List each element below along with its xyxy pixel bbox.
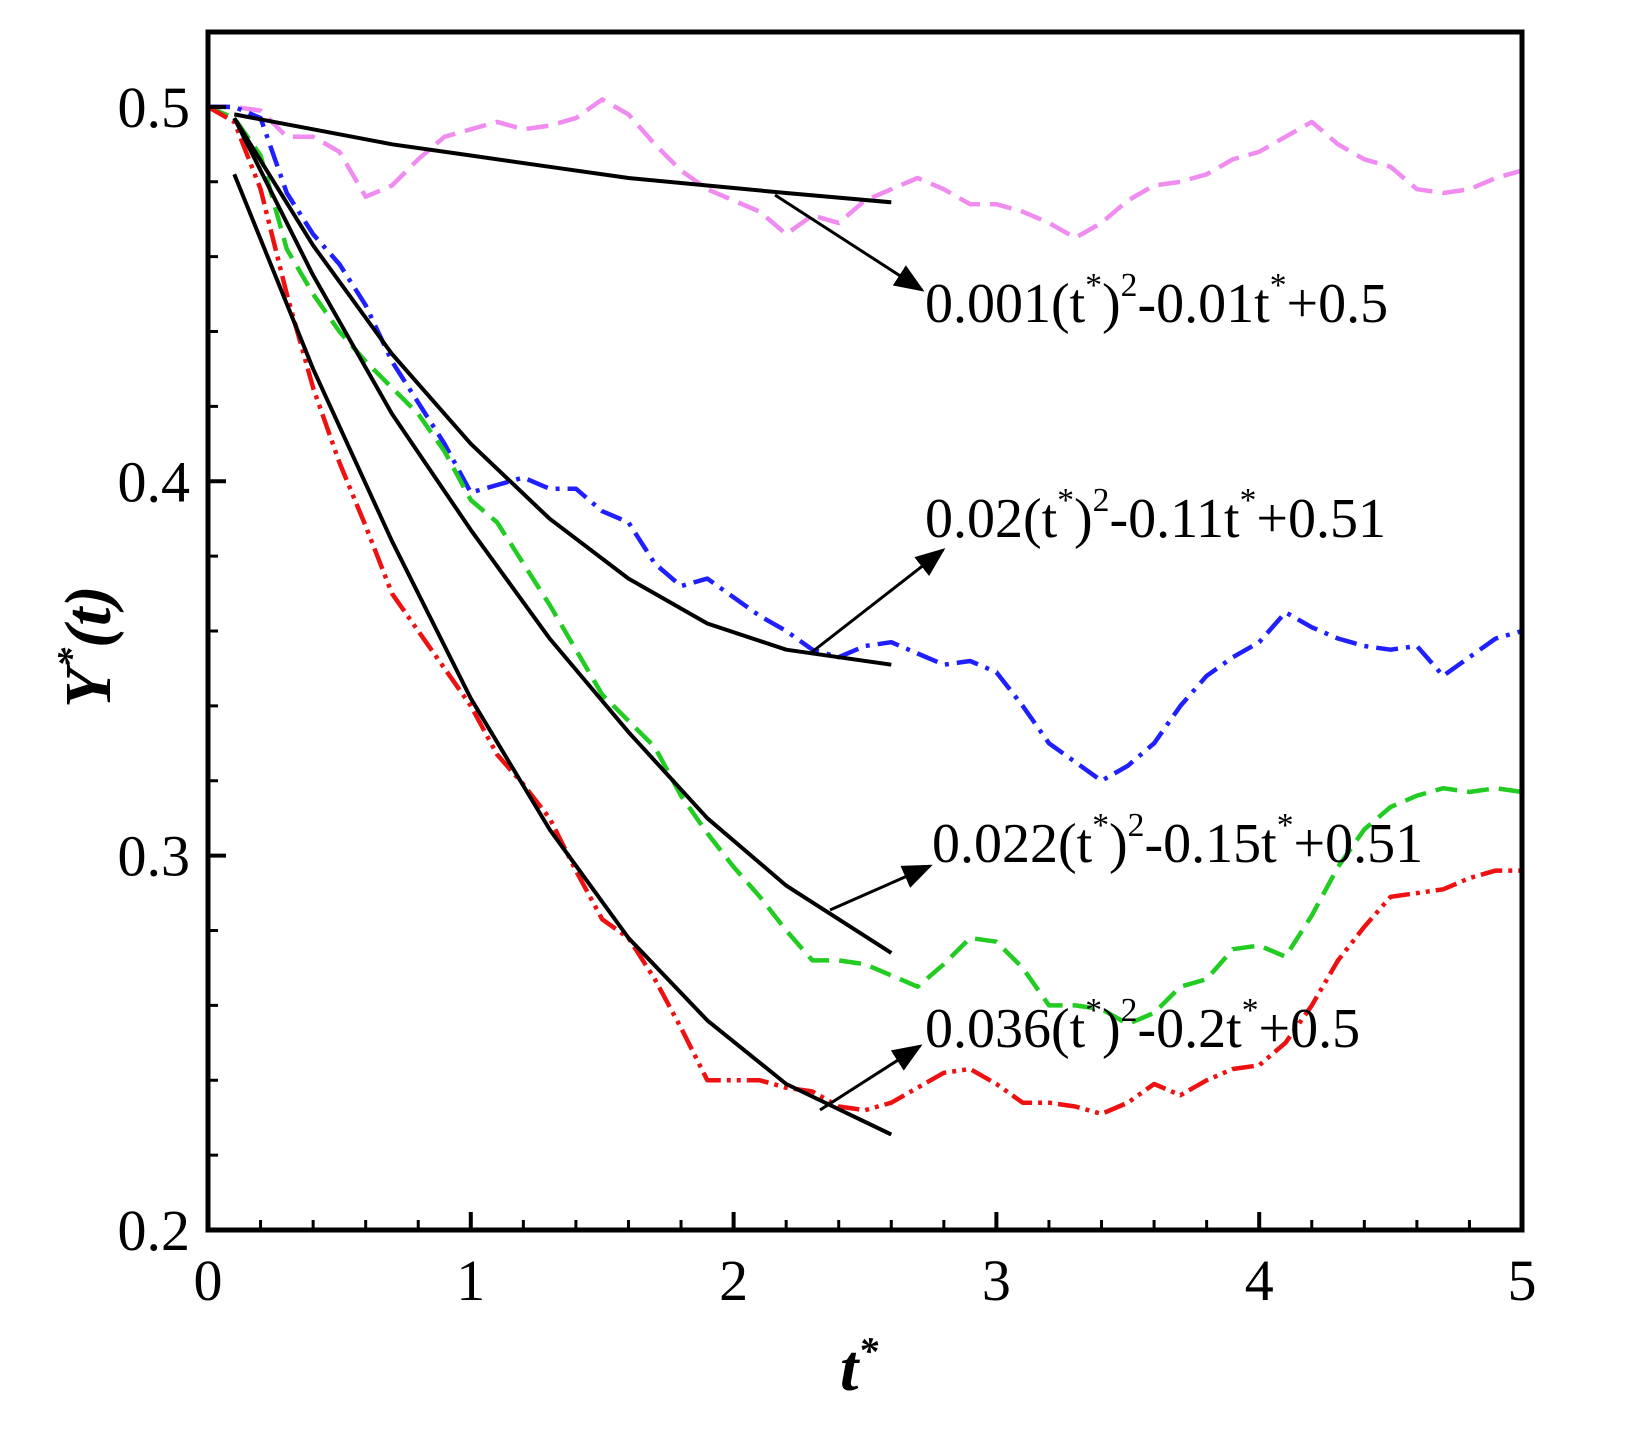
superscript: 2 [1121, 992, 1138, 1029]
text-part: -0.11t [1109, 488, 1240, 550]
y-tick-label: 0.2 [118, 1198, 191, 1263]
text-part: ) [1102, 998, 1121, 1060]
x-tick-label: 4 [1245, 1248, 1274, 1313]
text-part: ) [1102, 273, 1121, 335]
superscript: * [1057, 482, 1074, 519]
series-line [232, 117, 893, 955]
superscript: * [858, 1329, 878, 1373]
annotation: 0.036(t*)2-0.2t*+0.5 [925, 992, 1360, 1060]
x-tick-label: 5 [1508, 1248, 1537, 1313]
text-part: Y [52, 662, 125, 708]
x-tick-label: 2 [719, 1248, 748, 1313]
text-part: 0.001(t [925, 273, 1086, 335]
text-part: 0.022(t [932, 813, 1093, 875]
superscript: * [49, 648, 93, 668]
text-part: +0.51 [1256, 488, 1386, 550]
series-line [208, 97, 1522, 241]
x-tick-label: 3 [982, 1248, 1011, 1313]
superscript: * [1270, 267, 1287, 304]
annotation: 0.001(t*)2-0.01t*+0.5 [925, 267, 1388, 335]
superscript: 2 [1128, 807, 1145, 844]
annotation: 0.02(t*)2-0.11t*+0.51 [925, 482, 1386, 550]
text-part: -0.2t [1137, 998, 1242, 1060]
annotation: 0.022(t*)2-0.15t*+0.51 [932, 807, 1423, 875]
superscript: * [1240, 482, 1257, 519]
y-tick-label: 0.4 [118, 449, 191, 514]
x-axis-label: t* [840, 1329, 878, 1405]
text-part: +0.51 [1293, 813, 1423, 875]
text-part: +0.5 [1258, 998, 1360, 1060]
text-part: ) [1109, 813, 1128, 875]
superscript: * [1092, 807, 1109, 844]
series-line [233, 112, 892, 205]
arrow [811, 548, 946, 654]
text-part: -0.15t [1144, 813, 1277, 875]
text-part: +0.5 [1286, 273, 1388, 335]
text-part: t [840, 1332, 860, 1405]
series-line [232, 117, 892, 667]
text-part: (t) [52, 586, 125, 648]
series-line [208, 104, 1522, 1117]
superscript: 2 [1093, 482, 1110, 519]
arrow [829, 864, 933, 912]
x-tick-label: 1 [456, 1248, 485, 1313]
superscript: * [1242, 992, 1259, 1029]
plot-area [208, 97, 1522, 1137]
arrow [774, 193, 925, 292]
text-part: 0.036(t [925, 998, 1086, 1060]
y-tick-label: 0.5 [118, 75, 191, 140]
superscript: * [1277, 807, 1294, 844]
superscript: * [1085, 267, 1102, 304]
superscript: * [1085, 992, 1102, 1029]
series-line [208, 104, 1522, 1027]
arrows [774, 193, 946, 1112]
superscript: 2 [1121, 267, 1138, 304]
y-tick-label: 0.3 [118, 824, 191, 889]
arrow [819, 1044, 923, 1112]
series-line [208, 104, 1522, 784]
text-part: -0.01t [1137, 273, 1270, 335]
y-axis-label: Y*(t) [49, 586, 125, 708]
text-part: ) [1074, 488, 1093, 550]
x-tick-label: 0 [194, 1248, 223, 1313]
series-line [232, 173, 893, 1137]
text-part: 0.02(t [925, 488, 1058, 550]
